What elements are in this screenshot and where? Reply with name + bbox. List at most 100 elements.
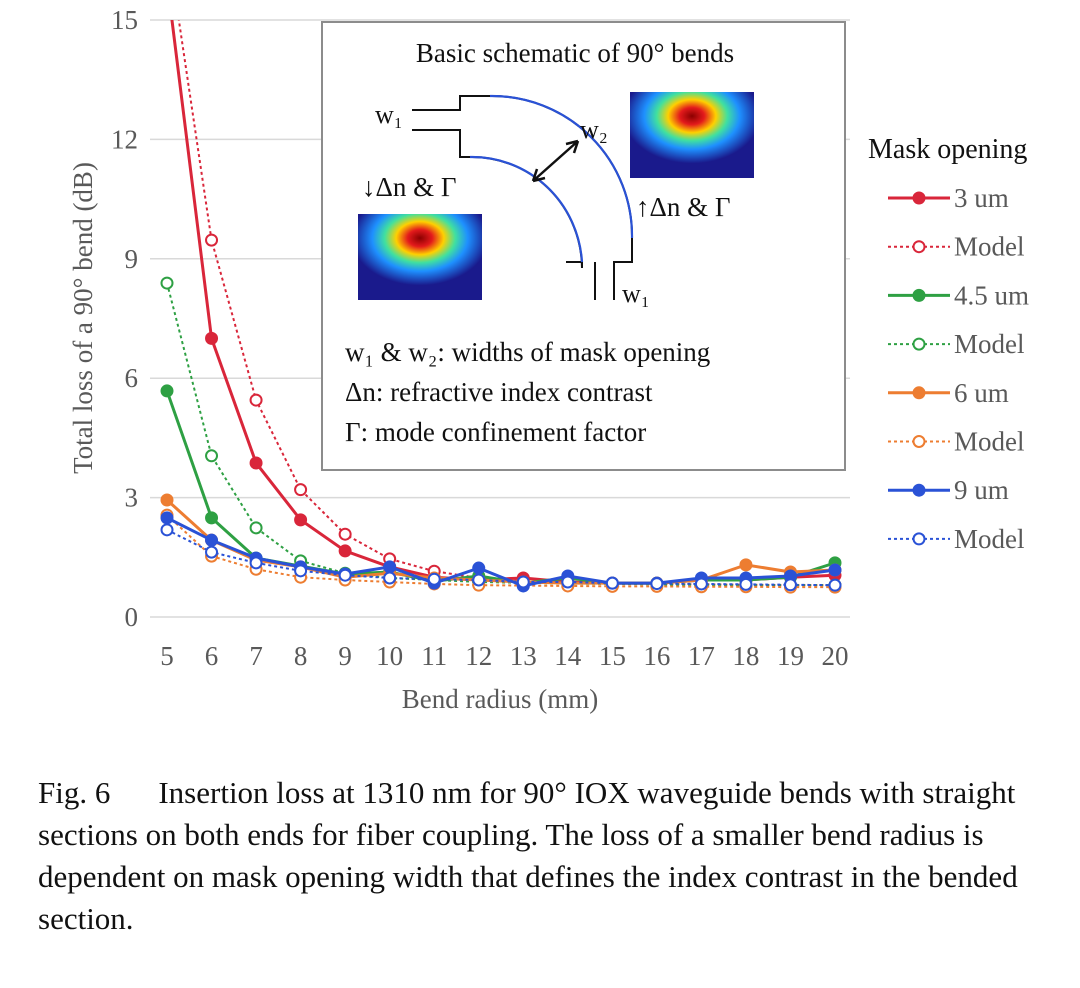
legend-marker xyxy=(912,288,926,302)
legend-label: Model xyxy=(954,329,1025,359)
legend-label: 3 um xyxy=(954,183,1009,213)
legend-marker xyxy=(912,435,926,448)
legend-marker xyxy=(912,483,926,497)
y-tick-label: 0 xyxy=(125,602,139,632)
data-point xyxy=(294,483,308,497)
legend-title: Mask opening xyxy=(868,134,1027,165)
w1-label: w₁ xyxy=(375,100,403,129)
data-point xyxy=(338,568,352,582)
data-point xyxy=(605,576,619,590)
legend-marker xyxy=(912,386,926,400)
x-tick-label: 17 xyxy=(688,641,715,671)
bend-core xyxy=(469,94,634,263)
series-line xyxy=(166,282,835,587)
data-point xyxy=(383,571,397,585)
y-tick-label: 15 xyxy=(111,5,138,35)
caption-text: Insertion loss at 1310 nm for 90° IOX wa… xyxy=(38,775,1018,936)
data-point xyxy=(160,384,174,398)
inset-note: Γ: mode confinement factor xyxy=(345,417,646,447)
data-point xyxy=(160,511,174,525)
data-point xyxy=(249,393,263,407)
data-point xyxy=(205,545,219,559)
data-point xyxy=(160,523,174,537)
legend-label: 9 um xyxy=(954,475,1009,505)
data-point xyxy=(205,533,219,547)
w2-label: w₂ xyxy=(580,115,608,144)
y-tick-label: 12 xyxy=(111,124,138,154)
data-point xyxy=(650,577,664,591)
width-arrow xyxy=(531,139,580,183)
inset: Basic schematic of 90° bends w₁ w₂ w₁ ↓Δ… xyxy=(321,21,846,471)
data-point xyxy=(472,573,486,587)
x-tick-label: 19 xyxy=(777,641,804,671)
data-point xyxy=(205,233,219,247)
legend-marker xyxy=(912,191,926,205)
x-tick-label: 8 xyxy=(294,641,308,671)
y-axis-label: Total loss of a 90° bend (dB) xyxy=(68,162,98,474)
left-label: ↓Δn & Γ xyxy=(362,172,456,202)
series-line xyxy=(166,528,836,587)
x-tick-label: 15 xyxy=(599,641,626,671)
x-tick-label: 20 xyxy=(822,641,849,671)
legend-label: Model xyxy=(954,232,1025,262)
legend: Mask opening 3 um Model 4.5 um Model 6 um Mode… xyxy=(868,134,1029,554)
data-point xyxy=(739,577,753,591)
legend-label: Model xyxy=(954,524,1025,554)
legend-marker xyxy=(912,240,926,254)
x-tick-label: 10 xyxy=(376,641,403,671)
data-point xyxy=(338,544,352,558)
mode-heatmap xyxy=(630,92,754,178)
data-point xyxy=(383,560,397,574)
series-line xyxy=(166,516,836,588)
data-point xyxy=(472,561,486,575)
legend-label: 4.5 um xyxy=(954,280,1029,310)
data-point xyxy=(561,575,575,589)
data-point xyxy=(828,578,842,592)
x-axis-label: Bend radius (mm) xyxy=(402,684,598,714)
x-tick-label: 18 xyxy=(732,641,759,671)
x-tick-label: 12 xyxy=(465,641,492,671)
data-point xyxy=(205,449,219,463)
x-tick-label: 7 xyxy=(249,641,263,671)
legend-label: Model xyxy=(954,427,1025,457)
data-point xyxy=(160,493,174,507)
data-point xyxy=(516,575,530,589)
x-tick-label: 6 xyxy=(205,641,219,671)
caption: Fig. 6 Insertion loss at 1310 nm for 90° … xyxy=(38,772,1068,940)
inset-note: w₁ & w₂: widths of mask opening xyxy=(345,337,710,367)
inset-title: Basic schematic of 90° bends xyxy=(416,38,734,68)
series-line xyxy=(165,498,836,585)
x-tick-label: 11 xyxy=(421,641,447,671)
y-tick-label: 3 xyxy=(125,483,139,513)
x-tick-label: 9 xyxy=(338,641,352,671)
x-tick-label: 13 xyxy=(510,641,537,671)
data-point xyxy=(249,556,263,570)
right-label: ↑Δn & Γ xyxy=(636,192,730,222)
legend-label: 6 um xyxy=(954,378,1009,408)
data-point xyxy=(739,558,753,572)
legend-marker xyxy=(912,337,926,351)
mode-heatmap xyxy=(358,214,482,300)
inset-note: Δn: refractive index contrast xyxy=(345,377,653,407)
data-point xyxy=(249,456,263,470)
data-point xyxy=(205,331,219,345)
data-point xyxy=(205,511,219,525)
data-point xyxy=(294,513,308,527)
data-point xyxy=(828,563,842,577)
data-point xyxy=(294,564,308,578)
data-point xyxy=(160,276,174,290)
data-point xyxy=(694,577,708,591)
data-point xyxy=(338,527,352,541)
caption-label: Fig. 6 xyxy=(38,775,111,810)
w1-label: w₁ xyxy=(622,279,650,308)
data-point xyxy=(427,572,441,586)
y-tick-label: 6 xyxy=(125,363,139,393)
x-tick-label: 14 xyxy=(554,641,582,671)
x-tick-label: 5 xyxy=(160,641,174,671)
data-point xyxy=(783,578,797,592)
data-point xyxy=(249,521,263,535)
x-tick-label: 16 xyxy=(643,641,670,671)
legend-marker xyxy=(912,532,926,546)
